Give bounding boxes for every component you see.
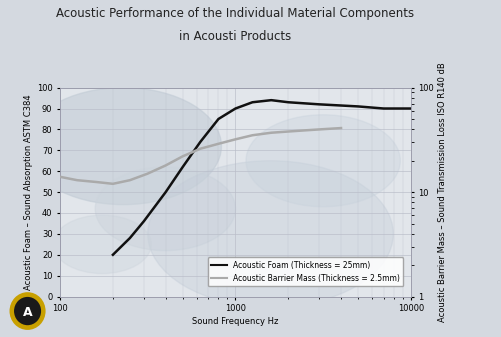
Circle shape [25,88,221,205]
X-axis label: Sound Frequency Hz: Sound Frequency Hz [192,317,279,326]
Text: Acoustic Performance of the Individual Material Components: Acoustic Performance of the Individual M… [57,7,414,20]
Circle shape [246,115,400,207]
Y-axis label: Acoustic Barrier Mass – Sound Transmission Loss ISO R140 dB: Acoustic Barrier Mass – Sound Transmissi… [438,62,447,322]
Y-axis label: Acoustic Foam – Sound Absorption ASTM C384: Acoustic Foam – Sound Absorption ASTM C3… [24,94,33,290]
Circle shape [53,215,151,274]
Circle shape [95,167,235,251]
Circle shape [10,292,46,330]
Text: A: A [23,306,33,319]
Legend: Acoustic Foam (Thickness = 25mm), Acoustic Barrier Mass (Thickness = 2.5mm): Acoustic Foam (Thickness = 25mm), Acoust… [207,257,403,286]
Text: in Acousti Products: in Acousti Products [179,30,292,43]
Circle shape [14,297,41,325]
Circle shape [148,161,393,307]
